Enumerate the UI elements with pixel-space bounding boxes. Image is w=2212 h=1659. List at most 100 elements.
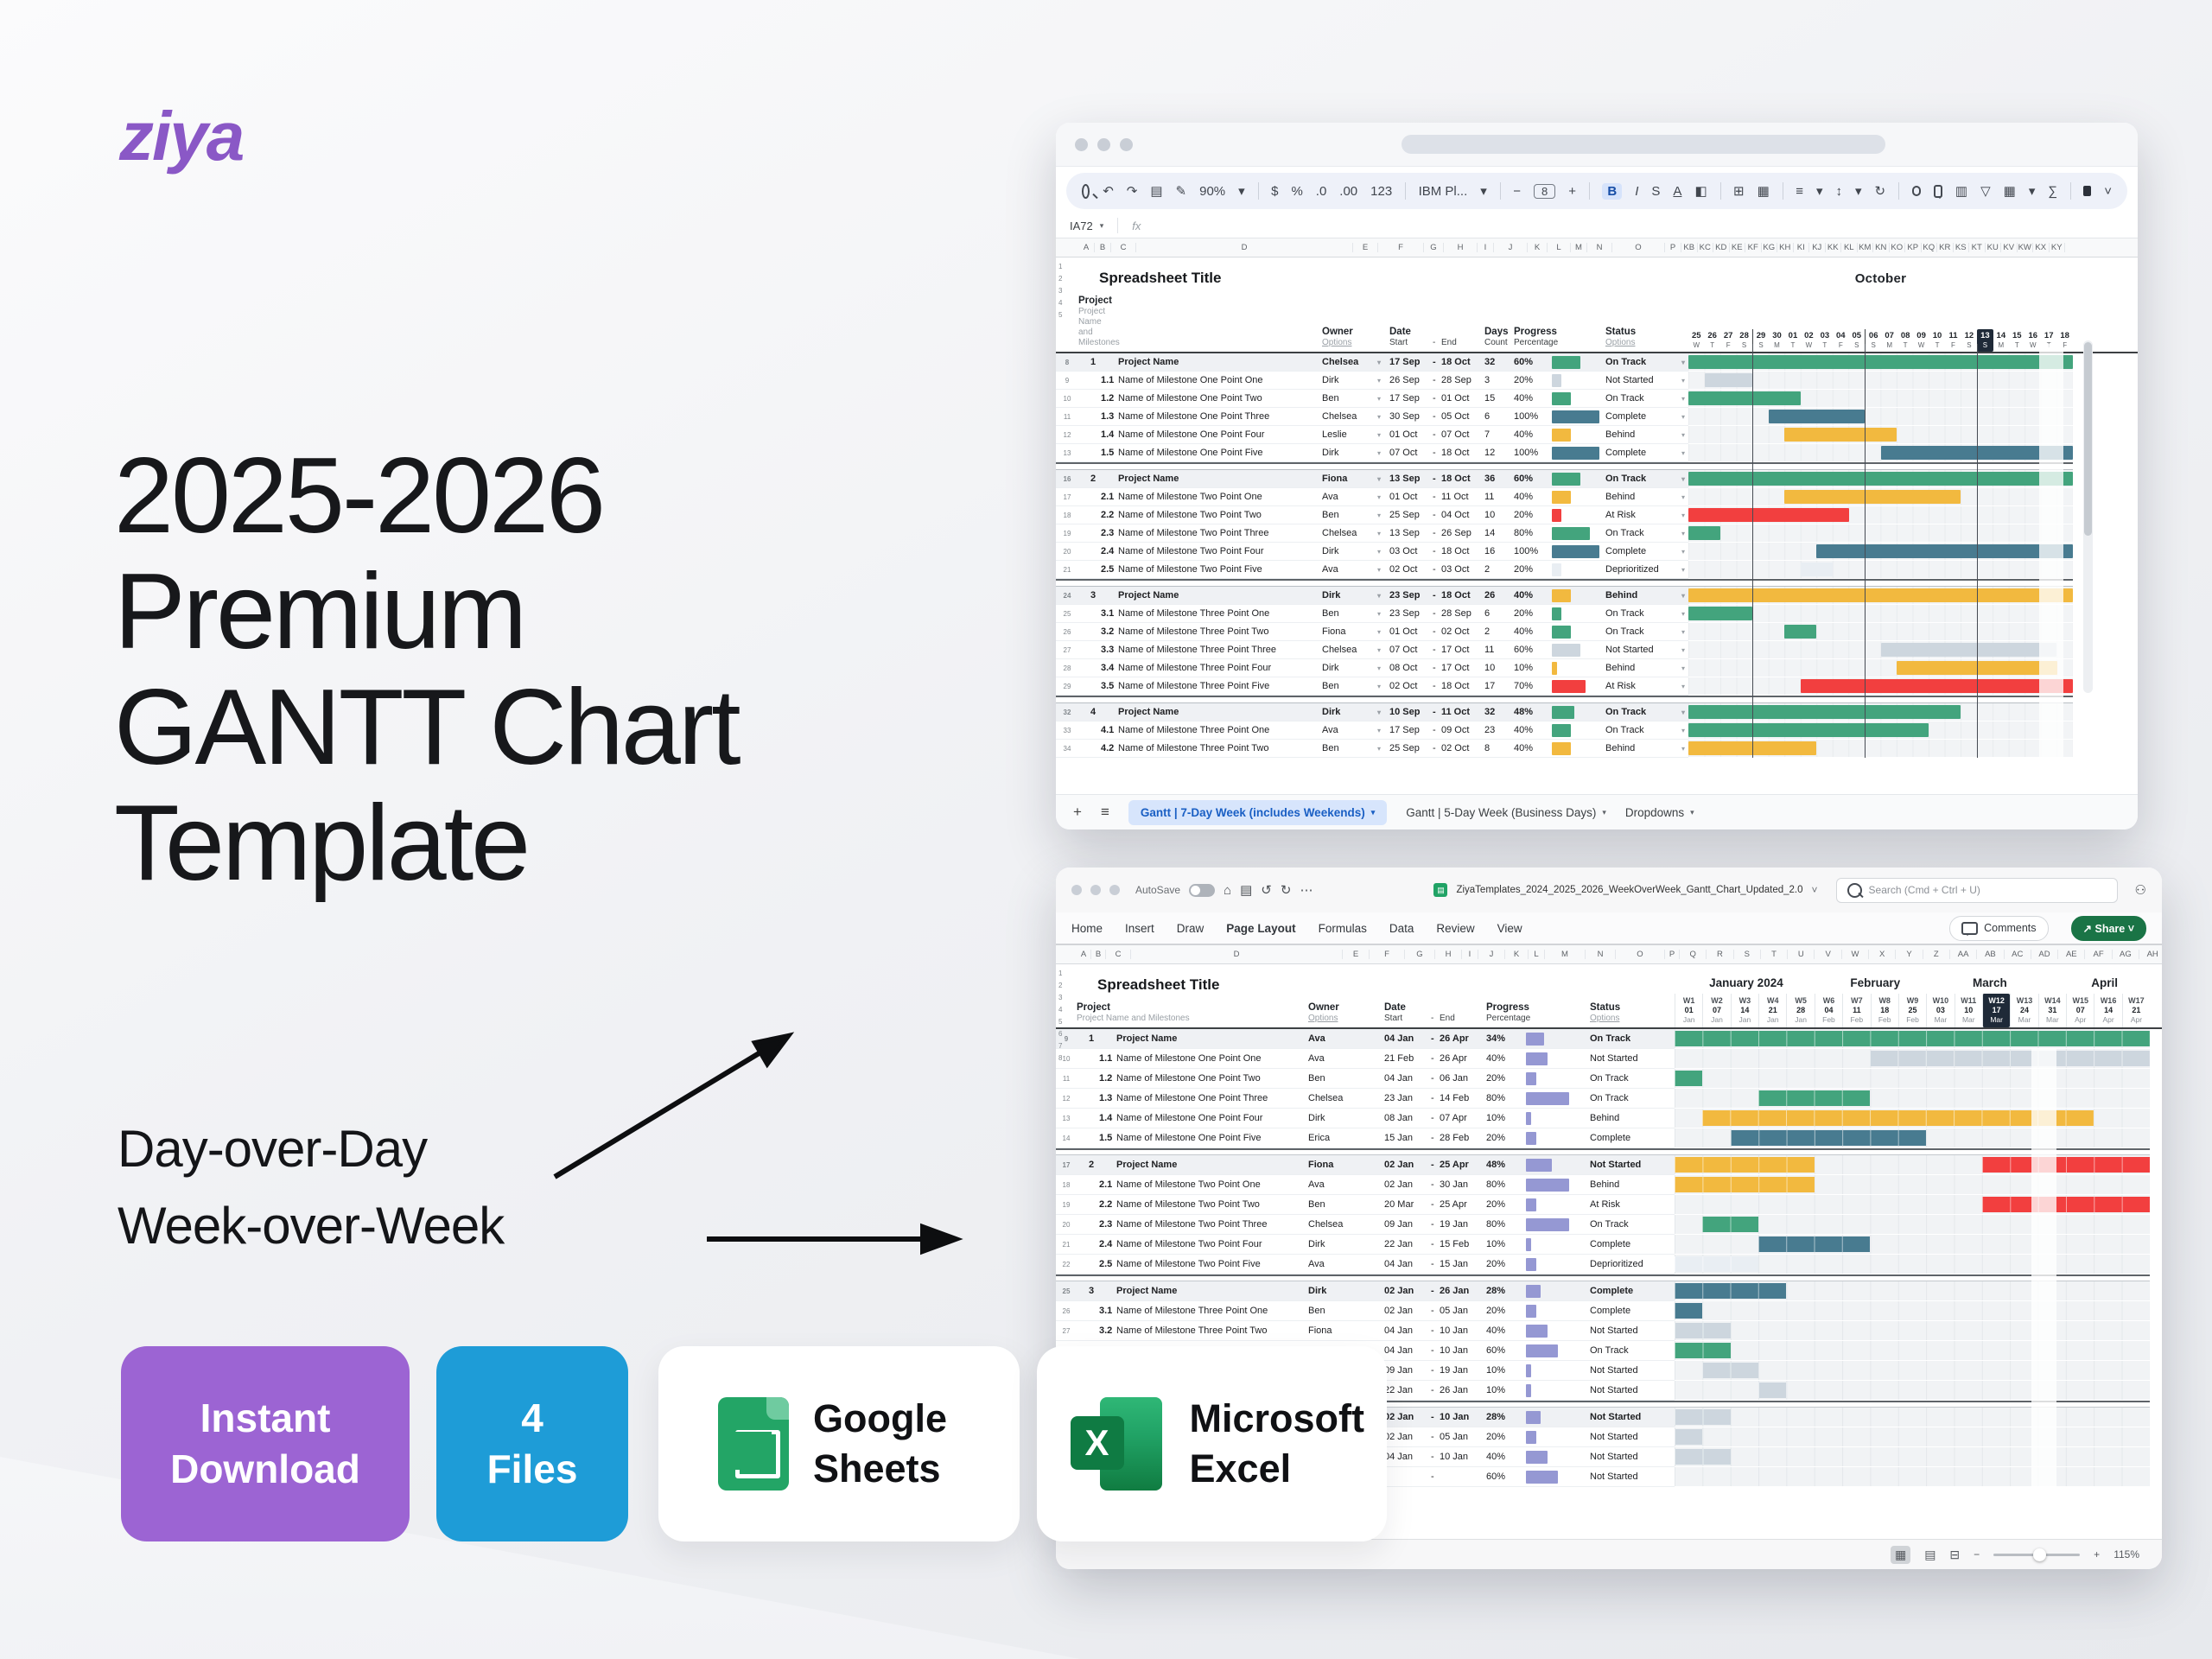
column-header[interactable]: J [1478, 950, 1505, 959]
column-header[interactable]: Y [1896, 950, 1923, 959]
gantt-bar[interactable] [1675, 1071, 1703, 1086]
window-minimize-icon[interactable] [1090, 885, 1101, 895]
column-header[interactable]: KG [1762, 243, 1777, 252]
merge-cells-icon[interactable]: ▦ [1757, 184, 1770, 199]
owner-dropdown-icon[interactable]: ▾ [1377, 376, 1382, 385]
filename-arrow-icon[interactable]: ˅ [1811, 884, 1818, 896]
home-icon[interactable]: ⌂ [1224, 882, 1232, 898]
status-dropdown-icon[interactable]: ▾ [1681, 591, 1686, 600]
status-dropdown-icon[interactable]: ▾ [1681, 412, 1686, 421]
toolbar-collapse-icon[interactable]: ˅ [2104, 183, 2113, 199]
row-number[interactable]: 12 [1063, 430, 1071, 439]
row-number[interactable]: 8 [1058, 1054, 1063, 1062]
decrease-decimal-icon[interactable]: .0 [1315, 183, 1327, 199]
italic-icon[interactable]: I [1635, 183, 1639, 199]
gantt-bar[interactable] [1688, 391, 1801, 405]
ribbon-tab-data[interactable]: Data [1389, 921, 1414, 935]
owner-dropdown-icon[interactable]: ▾ [1377, 448, 1382, 457]
column-header[interactable]: U [1788, 950, 1815, 959]
ribbon-tab-review[interactable]: Review [1436, 921, 1475, 935]
column-header[interactable]: F [1370, 950, 1405, 959]
share-button[interactable]: ↗ Share ˅ [2070, 915, 2146, 941]
gantt-bar[interactable] [1675, 1283, 1787, 1299]
column-header[interactable]: O [1612, 243, 1665, 252]
table-arrow-icon[interactable]: ▾ [2028, 184, 2036, 199]
page-layout-view-icon[interactable]: ▤ [1924, 1547, 1936, 1561]
column-header[interactable]: KM [1858, 243, 1873, 252]
column-header[interactable]: KH [1777, 243, 1794, 252]
status-dropdown-icon[interactable]: ▾ [1681, 726, 1686, 734]
status-dropdown-icon[interactable]: ▾ [1681, 529, 1686, 537]
tab-menu-icon[interactable]: ▾ [1602, 807, 1606, 817]
format-percent-icon[interactable]: % [1291, 183, 1303, 199]
column-header[interactable]: KW [2018, 243, 2033, 252]
gantt-bar[interactable] [1981, 1157, 2150, 1173]
redo-icon[interactable]: ↻ [1280, 883, 1292, 898]
column-header[interactable]: KF [1745, 243, 1762, 252]
gantt-bar[interactable] [1800, 679, 2073, 693]
row-number[interactable]: 6 [1058, 1030, 1063, 1038]
name-box-arrow-icon[interactable]: ▾ [1099, 220, 1104, 230]
column-header[interactable]: KU [1986, 243, 2001, 252]
row-number[interactable]: 33 [1063, 726, 1071, 734]
column-header[interactable]: X [1869, 950, 1897, 959]
owner-dropdown-icon[interactable]: ▾ [1377, 474, 1382, 483]
owner-dropdown-icon[interactable]: ▾ [1377, 412, 1382, 421]
filter-icon[interactable]: ▽ [1980, 184, 1991, 199]
functions-icon[interactable]: ∑ [2048, 183, 2058, 199]
row-number[interactable]: 32 [1063, 708, 1071, 716]
gantt-bar[interactable] [1675, 1177, 1815, 1192]
row-number[interactable]: 26 [1062, 1306, 1071, 1315]
gantt-bar[interactable] [1688, 607, 1753, 620]
gantt-bar[interactable] [1675, 1409, 1731, 1425]
column-header[interactable]: KT [1969, 243, 1986, 252]
search-icon[interactable] [1082, 183, 1090, 199]
gantt-bar[interactable] [1704, 373, 1753, 387]
normal-view-icon[interactable]: ▦ [1890, 1545, 1911, 1564]
gantt-bar[interactable] [1688, 526, 1720, 540]
row-number[interactable]: 20 [1063, 547, 1071, 556]
gantt-bar[interactable] [1768, 410, 1865, 423]
owner-dropdown-icon[interactable]: ▾ [1377, 394, 1382, 403]
gantt-bar[interactable] [1784, 490, 1961, 504]
owner-dropdown-icon[interactable]: ▾ [1377, 609, 1382, 618]
column-header[interactable]: R [1707, 950, 1734, 959]
row-number[interactable]: 24 [1063, 591, 1071, 600]
text-color-icon[interactable]: A [1673, 183, 1682, 199]
gantt-bar[interactable] [1688, 588, 2073, 602]
gantt-bar[interactable] [1897, 661, 2057, 675]
status-dropdown-icon[interactable]: ▾ [1681, 511, 1686, 519]
sheet-tab-0[interactable]: Gantt | 7-Day Week (includes Weekends) ▾ [1128, 799, 1388, 825]
column-header[interactable]: W [1842, 950, 1870, 959]
gantt-bar[interactable] [1688, 472, 2073, 486]
row-number[interactable]: 26 [1063, 627, 1071, 636]
column-header[interactable]: KJ [1809, 243, 1826, 252]
save-icon[interactable]: ▤ [1240, 883, 1253, 898]
row-number[interactable]: 34 [1063, 744, 1071, 753]
column-header[interactable]: AF [2085, 950, 2113, 959]
column-header[interactable]: C [1111, 243, 1136, 252]
column-header[interactable]: AB [1977, 950, 2005, 959]
row-number[interactable]: 25 [1063, 609, 1071, 618]
owner-dropdown-icon[interactable]: ▾ [1377, 358, 1382, 366]
gantt-bar[interactable] [1688, 741, 1817, 755]
column-header[interactable]: KO [1890, 243, 1905, 252]
bold-icon[interactable]: B [1602, 182, 1623, 200]
workbook-filename[interactable]: ZiyaTemplates_2024_2025_2026_WeekOverWee… [1456, 885, 1803, 895]
column-header[interactable]: M [1571, 243, 1587, 252]
column-header[interactable]: N [1586, 950, 1616, 959]
row-number[interactable]: 11 [1063, 412, 1071, 421]
column-header[interactable]: E [1343, 950, 1370, 959]
column-header[interactable]: G [1424, 243, 1444, 252]
column-header[interactable]: KN [1873, 243, 1890, 252]
ribbon-tab-formulas[interactable]: Formulas [1318, 921, 1367, 935]
row-number[interactable]: 18 [1062, 1180, 1071, 1189]
all-sheets-icon[interactable]: ≡ [1100, 804, 1109, 820]
column-header[interactable]: KR [1937, 243, 1954, 252]
gantt-bar[interactable] [1880, 643, 2057, 657]
row-number[interactable]: 9 [1064, 1034, 1069, 1043]
row-number[interactable]: 1 [1058, 263, 1063, 270]
gantt-bar[interactable] [1784, 428, 1897, 442]
insert-link-icon[interactable] [1911, 186, 1921, 196]
column-header[interactable]: M [1545, 950, 1586, 959]
